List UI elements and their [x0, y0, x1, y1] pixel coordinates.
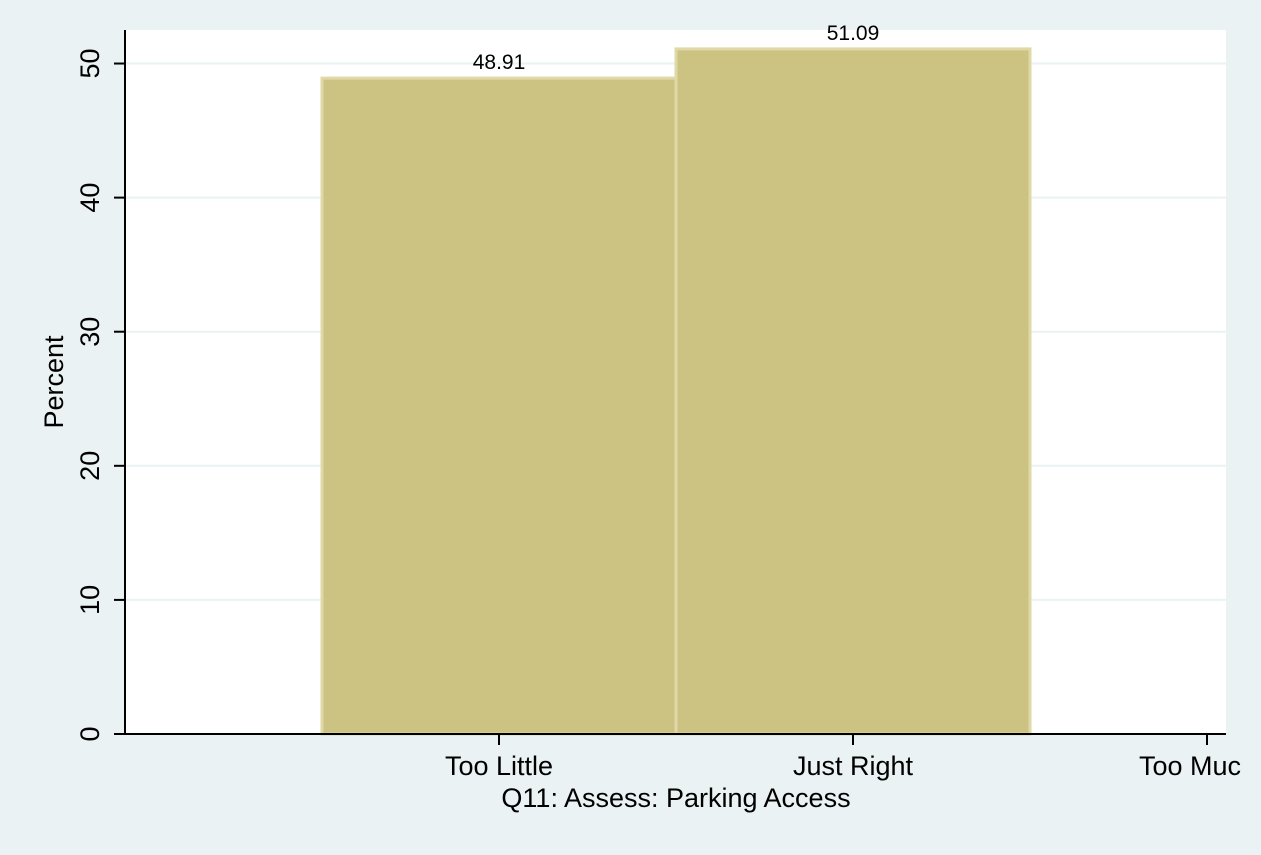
y-axis-label: Percent — [39, 335, 69, 429]
x-axis: Too Little Just Right Too Muc — [114, 733, 1241, 781]
bars — [320, 47, 1032, 736]
y-tick-label-30: 30 — [75, 317, 105, 347]
y-axis: 0 10 20 30 40 50 — [75, 30, 126, 742]
x-tick-label-too-little: Too Little — [445, 751, 553, 781]
bar-too-little — [320, 76, 678, 736]
y-tick-label-10: 10 — [75, 585, 105, 615]
data-labels: 48.91 51.09 — [473, 22, 880, 74]
bar-just-right — [674, 47, 1032, 736]
x-tick-label-just-right: Just Right — [793, 751, 914, 781]
x-axis-label: Q11: Assess: Parking Access — [501, 783, 850, 813]
y-tick-label-20: 20 — [75, 451, 105, 481]
y-tick-label-50: 50 — [75, 49, 105, 79]
data-label-just-right: 51.09 — [827, 22, 880, 45]
data-label-too-little: 48.91 — [473, 51, 526, 74]
y-tick-label-40: 40 — [75, 183, 105, 213]
y-tick-label-0: 0 — [75, 726, 105, 741]
x-tick-label-too-muc: Too Muc — [1139, 751, 1241, 781]
